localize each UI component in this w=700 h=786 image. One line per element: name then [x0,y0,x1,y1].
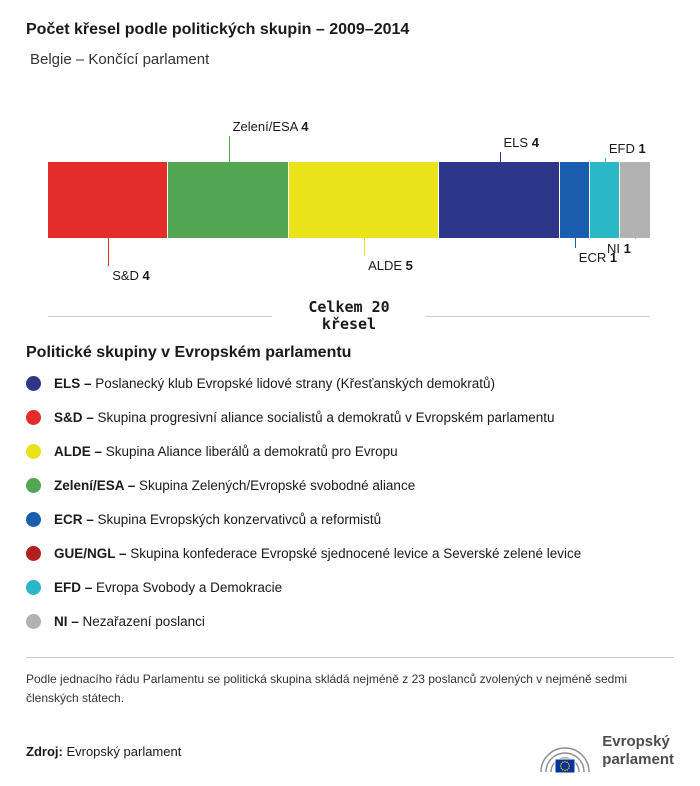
note-divider [26,657,674,658]
legend-item-zelen-esa: Zelení/ESA – Skupina Zelených/Evropské s… [26,475,674,495]
callout-label-efd: EFD 1 [608,141,646,156]
ep-logo: Evropský parlament [537,728,674,774]
source: Zdroj: Evropský parlament [26,744,181,759]
legend-item-s-d: S&D – Skupina progresivní aliance social… [26,407,674,427]
total-rule-right [425,315,650,317]
bar-segment-ecr [559,162,590,238]
legend-dot-efd [26,579,41,595]
ep-logo-line2: parlament [602,751,674,768]
legend-dot-els [26,375,41,391]
legend-item-label: ALDE – Skupina Aliance liberálů a demokr… [54,443,398,459]
legend-item-gue-ngl: GUE/NGL – Skupina konfederace Evropské s… [26,543,674,563]
ep-logo-text: Evropský parlament [602,733,674,769]
legend-item-alde: ALDE – Skupina Aliance liberálů a demokr… [26,441,674,461]
callout-line-els [499,152,501,162]
eu-flag-stars [560,760,571,772]
legend-heading: Politické skupiny v Evropském parlamentu [26,344,352,361]
hemicycle-icon [540,747,590,774]
eu-flag-icon [554,758,576,774]
legend-dot-ecr [26,511,41,527]
callout-line-zelen-esa [228,136,230,162]
callout-line-s-d [108,238,110,266]
total-rule-left [48,315,273,317]
bar-segment-alde [288,162,440,238]
bar-segment-zelen-esa [168,162,289,238]
callout-label-zelen-esa: Zelení/ESA 4 [232,119,309,134]
bar-segment-efd [589,162,620,238]
callout-label-alde: ALDE 5 [368,258,413,273]
note-text: Podle jednacího řádu Parlamentu se polit… [26,672,628,705]
legend-dot-gue-ngl [26,545,41,561]
legend-item-label: NI – Nezařazení poslanci [54,613,205,629]
callout-line-efd [604,158,606,162]
total-label: Celkem 20 křesel [272,299,425,333]
legend-dot-ni [26,613,41,629]
total-line2: křesel [321,315,377,333]
callout-line-ni [634,238,636,239]
footer: Zdroj: Evropský parlament [26,728,674,774]
callout-label-s-d: S&D 4 [112,268,150,283]
legend-item-ecr: ECR – Skupina Evropských konzervativců a… [26,509,674,529]
total-line1: Celkem 20 [308,298,390,316]
page-subtitle: Belgie – Končící parlament [30,51,210,68]
legend-dot-s-d [26,409,41,425]
callout-line-ecr [574,238,576,248]
legend-dot-zelen-esa [26,477,41,493]
legend-item-efd: EFD – Evropa Svobody a Demokracie [26,577,674,597]
bar-segment-s-d [48,162,169,238]
callout-label-ecr: ECR 1 [578,250,618,265]
legend-item-els: ELS – Poslanecký klub Evropské lidové st… [26,373,674,393]
chart: S&D 4 Zelení/ESA 4 ALDE 5 ELS 4 ECR 1 EFD 1 NI… [48,115,650,293]
legend-item-label: S&D – Skupina progresivní aliance social… [54,409,555,425]
callout-line-alde [364,238,366,256]
legend-item-label: ECR – Skupina Evropských konzervativců a… [54,511,382,527]
callout-label-els: ELS 4 [503,135,539,150]
legend-item-ni: NI – Nezařazení poslanci [26,611,674,631]
page-title: Počet křesel podle politických skupin – … [26,21,410,38]
bar-segment-els [439,162,560,238]
callout-label-ni: NI 1 [607,241,631,256]
source-label: Zdroj: [26,743,63,759]
stacked-bar [48,162,650,238]
legend-item-label: Zelení/ESA – Skupina Zelených/Evropské s… [54,477,416,493]
legend-dot-alde [26,443,41,459]
ep-logo-line1: Evropský [602,733,670,750]
source-text: Evropský parlament [66,743,182,759]
legend-item-label: ELS – Poslanecký klub Evropské lidové st… [54,375,495,391]
legend-item-label: GUE/NGL – Skupina konfederace Evropské s… [54,545,582,561]
total-seats: Celkem 20 křesel [48,299,650,333]
legend-item-label: EFD – Evropa Svobody a Demokracie [54,579,283,595]
legend-list: ELS – Poslanecký klub Evropské lidové st… [26,373,674,631]
bar-segment-ni [619,162,650,238]
